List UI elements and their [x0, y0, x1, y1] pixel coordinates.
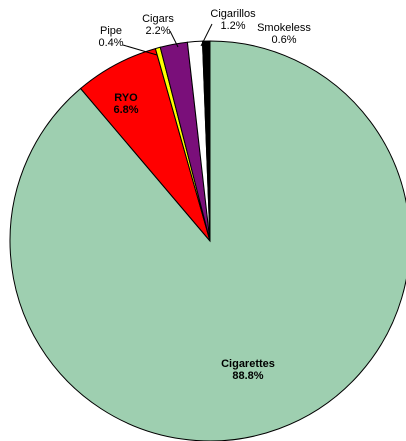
label-value-pipe: 0.4% [98, 37, 123, 49]
label-name-cigars: Cigars [142, 13, 174, 25]
pie-slices [10, 41, 406, 441]
label-value-smokeless: 0.6% [271, 34, 296, 46]
label-value-cigars: 2.2% [145, 25, 170, 37]
label-name-pipe: Pipe [100, 25, 122, 37]
label-name-ryo: RYO [114, 92, 138, 104]
label-name-smokeless: Smokeless [257, 22, 311, 34]
label-value-cigarettes: 88.8% [232, 370, 263, 382]
label-value-cigarillos: 1.2% [220, 20, 245, 32]
label-name-cigarettes: Cigarettes [221, 358, 275, 370]
label-name-cigarillos: Cigarillos [210, 8, 256, 20]
label-value-ryo: 6.8% [113, 104, 138, 116]
